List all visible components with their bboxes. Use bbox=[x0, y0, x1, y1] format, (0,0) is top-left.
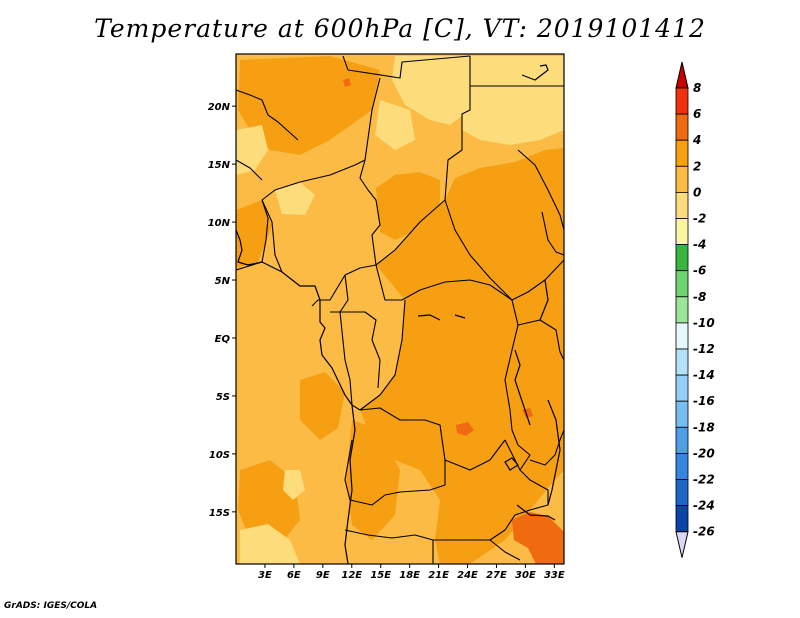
warm-region-southwest bbox=[300, 372, 345, 440]
colorbar-label: -12 bbox=[693, 342, 715, 356]
colorbar-segment bbox=[675, 505, 689, 533]
colorbar-label: 4 bbox=[692, 133, 701, 147]
x-tick-label: 24E bbox=[457, 570, 478, 581]
y-tick-label: 15N bbox=[208, 160, 231, 171]
map-title: Temperature at 600hPa [C], VT: 201910141… bbox=[94, 14, 706, 43]
y-axis: 20N 15N 10N 5N EQ 5S 10S 15S bbox=[208, 102, 236, 519]
y-tick-label: 20N bbox=[208, 102, 231, 113]
colorbar-segment bbox=[675, 165, 689, 193]
colorbar-bottom-arrow bbox=[675, 531, 689, 558]
y-tick-label: 15S bbox=[209, 508, 230, 519]
colorbar-label: -8 bbox=[693, 290, 706, 304]
warm-region-west bbox=[236, 200, 272, 268]
colorbar-segment bbox=[675, 322, 689, 350]
country-borders bbox=[236, 55, 564, 564]
cool-region-coast bbox=[283, 470, 305, 500]
y-tick-label: 5S bbox=[216, 392, 230, 403]
colorbar-label: 2 bbox=[693, 159, 701, 173]
x-tick-label: 18E bbox=[399, 570, 420, 581]
colorbar-label: -20 bbox=[693, 446, 715, 460]
colorbar-segment bbox=[675, 479, 689, 507]
colorbar-label: -4 bbox=[693, 238, 706, 252]
colorbar-label: -6 bbox=[693, 264, 706, 278]
colorbar-label: -16 bbox=[693, 394, 715, 408]
colorbar-label: -2 bbox=[693, 212, 706, 226]
coastlines bbox=[236, 64, 561, 564]
colorbar-label: 8 bbox=[693, 81, 701, 95]
y-tick-label: 5N bbox=[215, 276, 231, 287]
warm-region-chad bbox=[300, 80, 360, 135]
colorbar-segment bbox=[675, 426, 689, 454]
colorbar-segment bbox=[675, 113, 689, 141]
x-axis: 3E 6E 9E 12E 15E 18E 21E 24E 27E 30E 33E bbox=[258, 564, 565, 581]
x-tick-label: 21E bbox=[428, 570, 449, 581]
colorbar-segment bbox=[675, 296, 689, 324]
cool-region-southwest bbox=[240, 524, 300, 564]
colorbar-segment bbox=[675, 218, 689, 246]
colorbar: 8 6 4 2 0 -2 -4 -6 -8 -10 -12 -14 -16 -18 -20 -22 -24 -26 bbox=[675, 61, 715, 558]
x-tick-label: 9E bbox=[316, 570, 330, 581]
warm-region-angola bbox=[346, 420, 400, 540]
colorbar-segment bbox=[675, 87, 689, 115]
colorbar-segment bbox=[675, 244, 689, 272]
cool-region-nigeria bbox=[275, 182, 315, 215]
x-tick-label: 27E bbox=[486, 570, 507, 581]
y-tick-label: 10S bbox=[209, 450, 230, 461]
colorbar-segment bbox=[675, 452, 689, 480]
cool-region-niger bbox=[375, 100, 415, 150]
cool-region-sudan bbox=[462, 56, 564, 145]
hot-spot-chad bbox=[343, 78, 351, 87]
colorbar-label: 6 bbox=[693, 107, 701, 121]
warm-region-sahel bbox=[376, 172, 440, 240]
colorbar-segment bbox=[675, 348, 689, 376]
cool-region-west bbox=[236, 125, 268, 175]
colorbar-segment bbox=[675, 374, 689, 402]
x-tick-label: 33E bbox=[544, 570, 565, 581]
colorbar-label: -26 bbox=[693, 525, 715, 539]
plot-frame bbox=[235, 53, 565, 565]
y-tick-label: EQ bbox=[215, 334, 231, 345]
x-tick-label: 3E bbox=[258, 570, 272, 581]
x-tick-label: 30E bbox=[515, 570, 536, 581]
colorbar-label: -10 bbox=[693, 316, 715, 330]
plot-area bbox=[235, 53, 565, 565]
colorbar-top-arrow bbox=[675, 61, 689, 89]
y-tick-label: 10N bbox=[208, 218, 231, 229]
x-tick-label: 15E bbox=[370, 570, 391, 581]
colorbar-label: -22 bbox=[693, 473, 715, 487]
x-tick-label: 12E bbox=[341, 570, 362, 581]
colorbar-label: -24 bbox=[693, 499, 715, 513]
colorbar-label: -14 bbox=[693, 368, 715, 382]
cool-region-northeast bbox=[392, 56, 470, 125]
colorbar-segment bbox=[675, 270, 689, 298]
hot-region-mozambique bbox=[512, 512, 564, 564]
hot-spot-congo bbox=[456, 422, 474, 436]
colorbar-segment bbox=[675, 400, 689, 428]
colorbar-segment bbox=[675, 139, 689, 167]
grads-credit: GrADS: IGES/COLA bbox=[4, 601, 98, 611]
x-tick-label: 6E bbox=[287, 570, 301, 581]
colorbar-segment bbox=[675, 191, 689, 219]
colorbar-label: 0 bbox=[693, 185, 701, 199]
colorbar-label: -18 bbox=[693, 420, 715, 434]
